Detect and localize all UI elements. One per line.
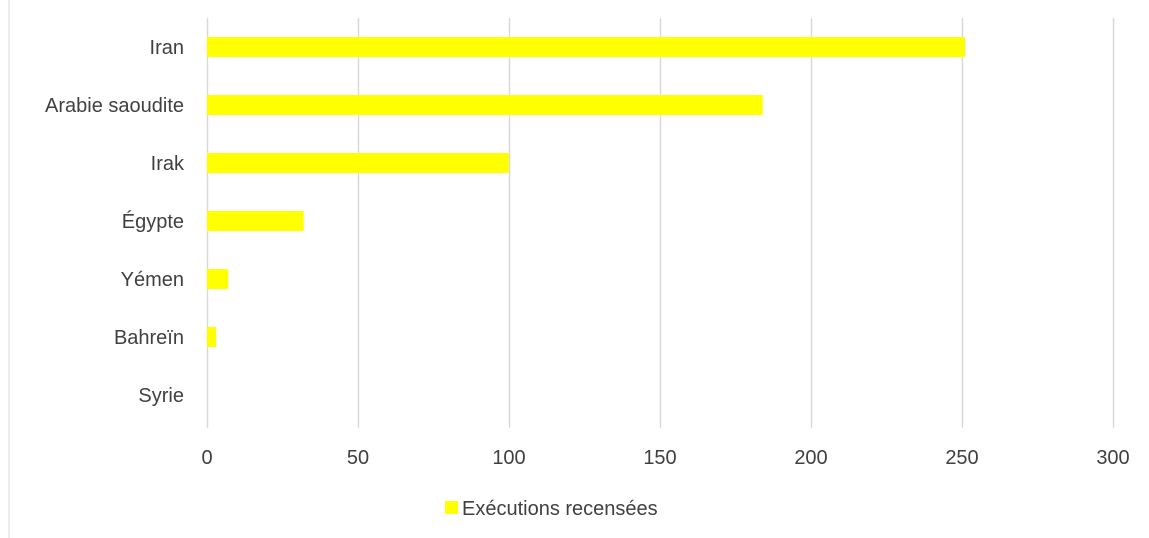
legend-swatch bbox=[445, 501, 458, 514]
gridlines bbox=[206, 18, 1115, 428]
bar-égypte bbox=[207, 211, 304, 231]
x-tick-label: 50 bbox=[347, 447, 369, 469]
legend-label: Exécutions recensées bbox=[462, 498, 658, 520]
category-label: Égypte bbox=[122, 210, 184, 233]
bar-iran bbox=[207, 37, 966, 57]
x-tick-label: 250 bbox=[945, 447, 978, 469]
category-label: Syrie bbox=[138, 385, 184, 407]
category-label: Yémen bbox=[121, 269, 184, 291]
legend: Exécutions recensées bbox=[445, 498, 658, 520]
x-tick-label: 0 bbox=[201, 447, 212, 469]
category-label: Bahreïn bbox=[114, 327, 184, 349]
category-label: Irak bbox=[151, 153, 185, 175]
category-label: Arabie saoudite bbox=[45, 95, 184, 117]
bar-arabie-saoudite bbox=[207, 95, 763, 115]
bar-yémen bbox=[207, 269, 229, 289]
bars bbox=[207, 37, 966, 347]
bar-bahreïn bbox=[207, 327, 217, 347]
bar-irak bbox=[207, 153, 509, 173]
category-label: Iran bbox=[150, 37, 184, 59]
x-tick-labels: 0 50 100 150 200 250 300 bbox=[201, 447, 1129, 469]
x-tick-label: 200 bbox=[794, 447, 827, 469]
x-tick-label: 300 bbox=[1096, 447, 1129, 469]
x-tick-label: 150 bbox=[643, 447, 676, 469]
category-labels: Iran Arabie saoudite Irak Égypte Yémen Bahreï… bbox=[45, 37, 185, 407]
x-tick-label: 100 bbox=[492, 447, 525, 469]
